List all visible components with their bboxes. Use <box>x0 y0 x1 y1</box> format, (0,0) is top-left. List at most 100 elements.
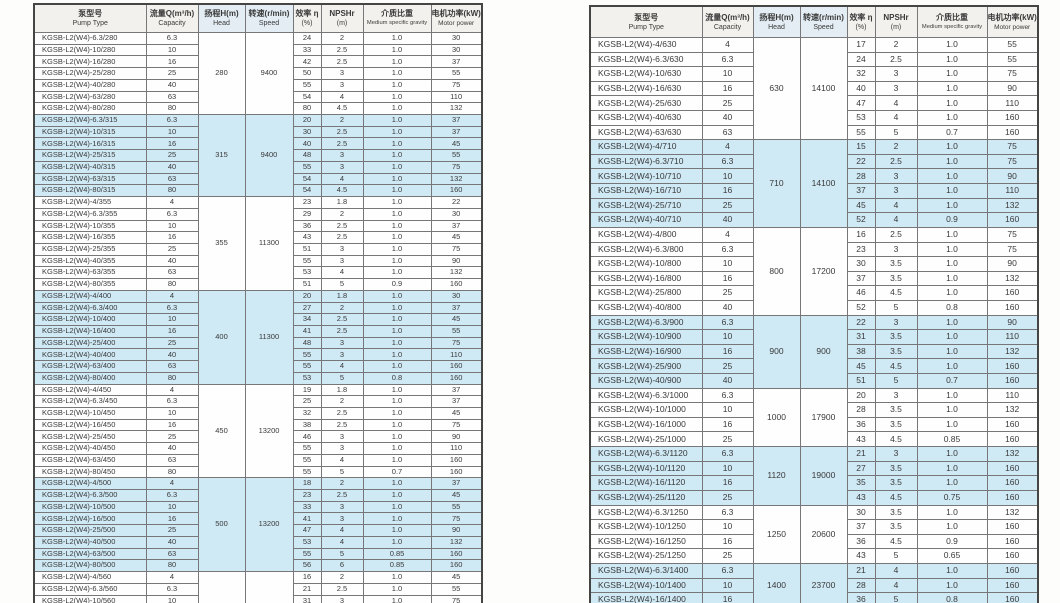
gravity-cell: 1.0 <box>362 172 432 186</box>
gravity-cell: 1.0 <box>362 453 432 467</box>
pump-type-cell: KGSB-L2(W4)-10/560 <box>33 594 147 603</box>
gravity-cell: 1.0 <box>362 383 432 397</box>
capacity-cell: 16 <box>701 80 754 97</box>
capacity-cell: 80 <box>145 102 199 116</box>
efficiency-cell: 31 <box>292 594 322 603</box>
power-cell: 90 <box>430 524 483 537</box>
efficiency-cell: 46 <box>846 285 876 301</box>
npshr-cell: 3.5 <box>874 519 918 535</box>
gravity-cell: 1.0 <box>362 90 432 104</box>
capacity-cell: 10 <box>145 500 199 514</box>
capacity-cell: 10 <box>701 256 754 272</box>
efficiency-cell: 20 <box>292 114 322 127</box>
npshr-cell: 4 <box>874 212 918 228</box>
power-cell: 160 <box>986 285 1039 301</box>
gravity-cell: 1.0 <box>362 313 432 326</box>
efficiency-cell: 33 <box>292 500 322 514</box>
capacity-cell: 16 <box>145 324 199 338</box>
npshr-cell: 2 <box>320 395 364 408</box>
power-cell: 132 <box>430 535 483 549</box>
pump-type-cell: KGSB-L2(W4)-4/400 <box>33 289 147 303</box>
pump-type-cell: KGSB-L2(W4)-16/355 <box>33 231 147 244</box>
gravity-cell: 1.0 <box>916 37 988 53</box>
efficiency-cell: 46 <box>292 430 322 444</box>
head-cell: 710 <box>752 139 801 228</box>
power-cell: 37 <box>430 383 483 397</box>
npshr-cell: 2 <box>320 301 364 315</box>
power-cell: 160 <box>986 562 1039 579</box>
gravity-cell: 1.0 <box>916 241 988 258</box>
npshr-cell: 2.5 <box>320 125 364 139</box>
power-cell: 160 <box>430 371 483 385</box>
power-cell: 90 <box>986 80 1039 97</box>
efficiency-cell: 22 <box>846 314 876 331</box>
pump-type-cell: KGSB-L2(W4)-10/800 <box>589 256 703 272</box>
gravity-cell: 1.0 <box>916 314 988 331</box>
pump-type-cell: KGSB-L2(W4)-10/1250 <box>589 519 703 535</box>
power-cell: 160 <box>986 299 1039 316</box>
npshr-cell: 5 <box>320 465 364 479</box>
pump-type-cell: KGSB-L2(W4)-10/1400 <box>589 577 703 594</box>
power-cell: 75 <box>430 160 483 174</box>
table-row: KGSB-L2(W4)-40/630 40 53 4 1.0 160 <box>589 110 1039 126</box>
capacity-cell: 80 <box>145 278 199 291</box>
table-row: KGSB-L2(W4)-6.3/315 6.3 315 9400 20 2 1.0 37 <box>33 114 483 198</box>
power-cell: 75 <box>986 153 1039 170</box>
pump-type-cell: KGSB-L2(W4)-25/1000 <box>589 431 703 448</box>
capacity-cell: 63 <box>701 124 754 141</box>
table-row: KGSB-L2(W4)-6.3/1000 6.3 1000 17900 20 3 1.0 11… <box>589 387 1039 448</box>
gravity-cell: 1.0 <box>362 207 432 221</box>
capacity-cell: 40 <box>145 78 199 92</box>
pump-type-cell: KGSB-L2(W4)-4/355 <box>33 196 147 209</box>
gravity-cell: 1.0 <box>916 285 988 301</box>
gravity-cell: 1.0 <box>362 489 432 502</box>
power-cell: 75 <box>430 78 483 92</box>
table-row: KGSB-L2(W4)-10/450 10 32 2.5 1.0 45 <box>33 407 483 420</box>
npshr-cell: 4 <box>320 360 364 373</box>
table-row: KGSB-L2(W4)-4/630 4 630 14100 17 2 1.0 55 <box>589 36 1039 141</box>
table-row: KGSB-L2(W4)-4/355 4 355 11300 23 1.8 1.0 22 <box>33 196 483 291</box>
npshr-cell: 3 <box>874 387 918 404</box>
efficiency-cell: 43 <box>846 489 876 506</box>
npshr-cell: 3 <box>320 512 364 526</box>
capacity-cell: 6.3 <box>701 562 754 579</box>
pump-type-cell: KGSB-L2(W4)-6.3/1250 <box>589 504 703 521</box>
npshr-cell: 3.5 <box>874 343 918 360</box>
power-cell: 110 <box>986 183 1039 199</box>
npshr-cell: 5 <box>874 548 918 564</box>
gravity-cell: 1.0 <box>362 231 432 244</box>
header-row: 泵型号 Pump Type 流量Q(m³/h) Capacity 扬程H(m) Head 转… <box>589 5 1039 38</box>
efficiency-cell: 41 <box>292 324 322 338</box>
table-row: KGSB-L2(W4)-6.3/400 6.3 27 2 1.0 37 <box>33 301 483 315</box>
efficiency-cell: 55 <box>292 348 322 362</box>
gravity-cell: 1.0 <box>916 139 988 155</box>
efficiency-cell: 55 <box>292 160 322 174</box>
table-row: KGSB-L2(W4)-80/450 80 55 5 0.7 160 <box>33 465 483 479</box>
table-row: KGSB-L2(W4)-10/1000 10 28 3.5 1.0 132 <box>589 402 1039 418</box>
efficiency-cell: 23 <box>846 241 876 258</box>
gravity-cell: 1.0 <box>362 324 432 338</box>
efficiency-cell: 55 <box>292 360 322 373</box>
pump-type-cell: KGSB-L2(W4)-16/1000 <box>589 416 703 433</box>
table-row: KGSB-L2(W4)-16/280 16 42 2.5 1.0 37 <box>33 55 483 69</box>
npshr-cell: 2 <box>320 571 364 584</box>
pump-type-cell: KGSB-L2(W4)-10/1000 <box>589 402 703 418</box>
power-cell: 160 <box>986 489 1039 506</box>
npshr-cell: 5 <box>874 373 918 389</box>
npshr-cell: 3 <box>874 66 918 82</box>
npshr-cell: 2 <box>874 139 918 155</box>
table-row: KGSB-L2(W4)-16/500 16 41 3 1.0 75 <box>33 512 483 526</box>
gravity-cell: 0.85 <box>916 431 988 448</box>
table-row: KGSB-L2(W4)-10/900 10 31 3.5 1.0 110 <box>589 329 1039 345</box>
pump-type-cell: KGSB-L2(W4)-80/400 <box>33 371 147 385</box>
npshr-cell: 3 <box>320 430 364 444</box>
pump-type-cell: KGSB-L2(W4)-16/630 <box>589 80 703 97</box>
npshr-cell: 1.8 <box>320 196 364 209</box>
power-cell: 90 <box>986 256 1039 272</box>
table-row: KGSB-L2(W4)-10/315 10 30 2.5 1.0 37 <box>33 125 483 139</box>
pump-type-cell: KGSB-L2(W4)-80/355 <box>33 278 147 291</box>
power-cell: 132 <box>986 402 1039 418</box>
table-row: KGSB-L2(W4)-4/450 4 450 13200 19 1.8 1.0 37 <box>33 383 483 479</box>
head-cell: 800 <box>752 226 801 316</box>
efficiency-cell: 27 <box>292 301 322 315</box>
